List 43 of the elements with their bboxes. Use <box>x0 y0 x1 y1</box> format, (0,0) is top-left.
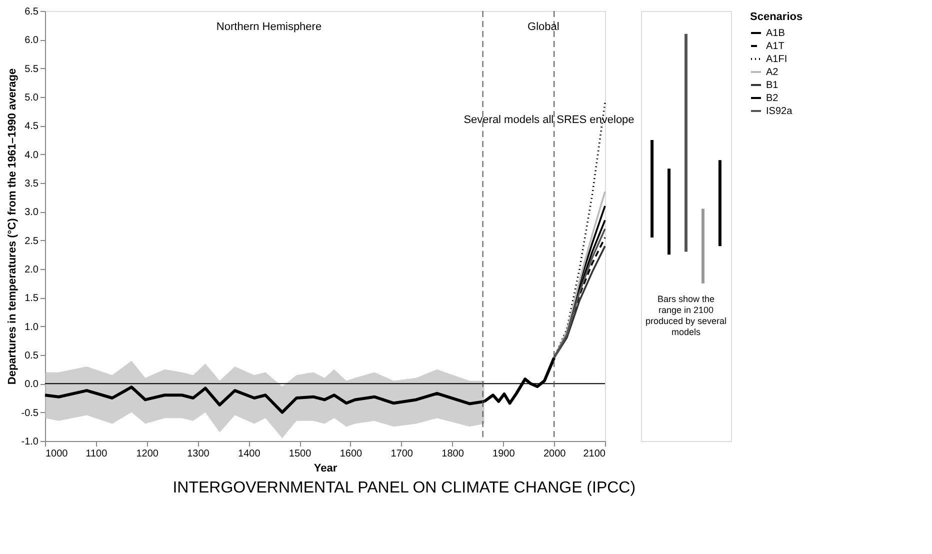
x-tick-label: 1500 <box>288 448 312 460</box>
x-tick-label: 1700 <box>390 448 414 460</box>
y-tick-label: 4.5 <box>24 121 39 132</box>
y-tick-label: 6.5 <box>24 6 39 18</box>
text: INTERGOVERNMENTAL PANEL ON CLIMATE CHANGE (IPCC) <box>172 480 636 496</box>
legend-label: A1B <box>766 28 786 39</box>
x-tick-label: 1600 <box>340 448 363 460</box>
annotation: Northern Hemisphere <box>216 21 322 33</box>
legend-label: IS92a <box>766 106 793 117</box>
y-tick-label: 3.0 <box>24 207 39 218</box>
x-tick-label: 2100 <box>583 448 606 460</box>
y-tick-label: 2.5 <box>24 236 39 247</box>
x-tick-label: 1400 <box>238 448 261 460</box>
x-tick-label: 1900 <box>492 448 516 460</box>
y-tick-label: 6.0 <box>24 35 39 46</box>
legend-title: Scenarios <box>750 11 803 23</box>
x-tick-label: 1800 <box>442 448 464 460</box>
x-tick-label: 2000 <box>543 448 566 460</box>
y-tick-label: 1.5 <box>24 293 39 304</box>
annotation: Several models all SRES envelope <box>464 114 634 126</box>
y-tick-label: 2.0 <box>24 264 39 276</box>
y-tick-label: 0.0 <box>24 379 39 390</box>
y-tick-label: -0.5 <box>21 408 39 419</box>
y-tick-label: 5.5 <box>24 64 39 75</box>
x-tick-label: 1000 <box>46 448 68 460</box>
legend-label: B2 <box>766 93 779 104</box>
y-tick-label: 5.0 <box>24 92 39 104</box>
y-tick-label: 3.5 <box>24 178 39 190</box>
y-tick-label: 1.0 <box>24 322 39 333</box>
x-tick-label: 1100 <box>86 448 108 460</box>
y-tick-label: -1.0 <box>21 436 39 448</box>
legend-label: A1FI <box>766 54 788 65</box>
x-tick-label: 1200 <box>136 448 159 460</box>
legend-label: A2 <box>766 67 779 78</box>
legend-label: B1 <box>766 80 779 91</box>
x-axis-title: Year <box>314 462 338 474</box>
legend-label: A1T <box>766 41 784 52</box>
annotation: Global <box>528 21 560 33</box>
y-tick-label: 4.0 <box>24 150 39 161</box>
x-tick-label: 1300 <box>187 448 210 460</box>
annotation: Bars show the range in 2100 produced by several models <box>645 294 727 337</box>
y-tick-label: 0.5 <box>24 350 39 362</box>
y-axis-title: Departures in temperatures (°C) from the 1961–1990 average <box>6 68 18 385</box>
